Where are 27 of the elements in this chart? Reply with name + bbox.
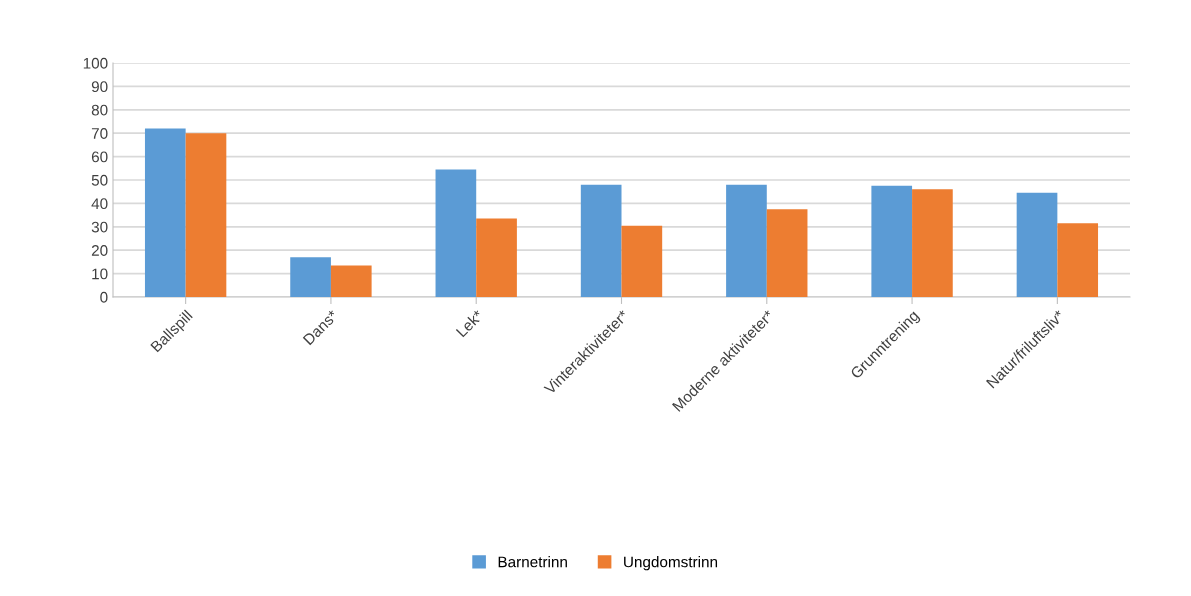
y-tick-label: 100 [83, 57, 108, 69]
bar [330, 265, 372, 297]
bar [912, 189, 953, 297]
bar [1016, 192, 1058, 297]
legend-label: Barnetrinn [498, 556, 567, 568]
bar [435, 169, 477, 297]
y-tick-label: 20 [91, 245, 108, 256]
bar [290, 257, 331, 297]
y-tick-label: 40 [91, 198, 108, 210]
y-tick-label: 70 [91, 128, 108, 139]
bar [621, 225, 663, 297]
bar [185, 133, 227, 297]
y-tick-label: 60 [91, 151, 108, 163]
y-tick-label: 80 [91, 104, 108, 116]
y-tick-label: 10 [92, 268, 108, 280]
y-tick-label: 30 [91, 221, 108, 233]
bar [766, 209, 808, 297]
y-tick-label: 90 [91, 81, 108, 93]
bar [476, 218, 517, 297]
bar [1057, 223, 1099, 297]
bar [144, 128, 186, 297]
y-tick-label: 50 [91, 174, 108, 186]
bar [871, 185, 913, 297]
legend-label: Ungdomstrinn [624, 556, 718, 571]
bar [580, 184, 622, 297]
bar [726, 184, 767, 297]
y-tick-label: 0 [100, 291, 108, 303]
